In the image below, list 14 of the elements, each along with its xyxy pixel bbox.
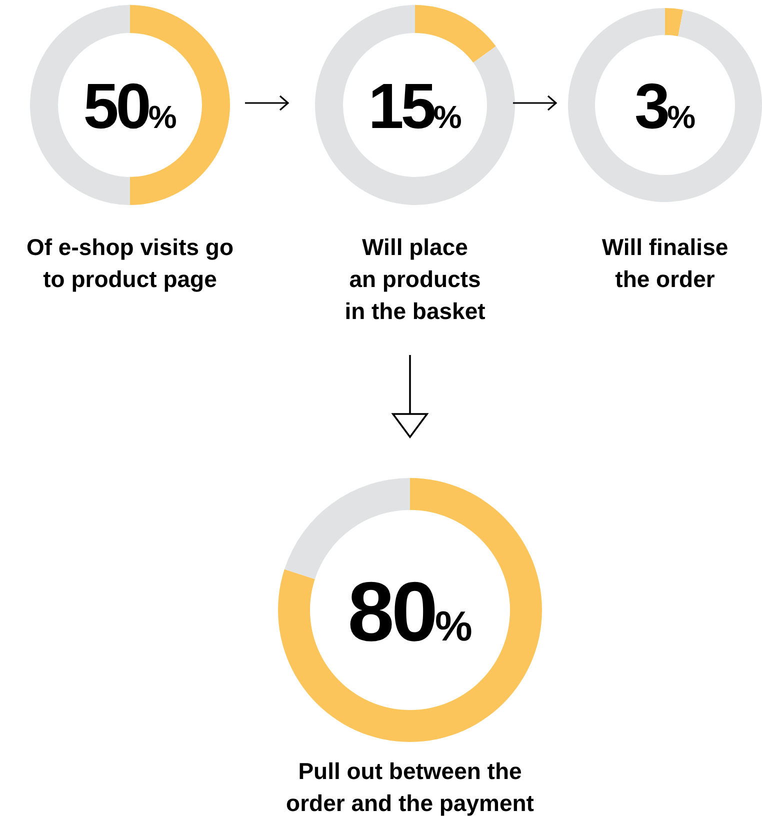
donut-slice	[315, 5, 515, 205]
donut-slice	[568, 8, 762, 202]
text: Will finalise the order	[602, 234, 728, 292]
donut-slice	[278, 478, 542, 742]
text: Of e-shop visits go to product page	[26, 234, 234, 292]
text: 80%	[348, 564, 472, 658]
text: Pull out between the order and the payment	[286, 758, 534, 816]
text: Will place an products in the basket	[344, 234, 486, 324]
donut-slice	[665, 8, 684, 36]
donut-slice	[415, 5, 496, 63]
text: 3%	[634, 70, 696, 142]
text: 15%	[368, 70, 462, 142]
donut-slice	[284, 478, 410, 580]
text: 50%	[83, 70, 177, 142]
